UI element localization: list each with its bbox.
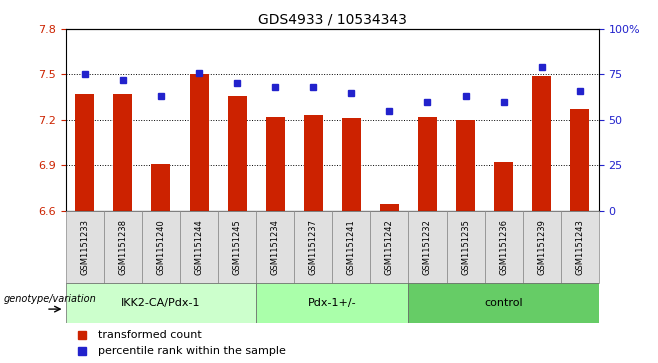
Bar	[418, 117, 437, 211]
Text: control: control	[484, 298, 523, 308]
Bar	[380, 204, 399, 211]
Text: GSM1151233: GSM1151233	[80, 219, 89, 275]
Bar	[561, 211, 599, 283]
Text: GSM1151235: GSM1151235	[461, 219, 470, 275]
Bar	[256, 211, 294, 283]
Bar	[409, 211, 447, 283]
Text: GSM1151232: GSM1151232	[423, 219, 432, 275]
Bar	[304, 115, 323, 211]
Bar	[66, 283, 256, 323]
Text: IKK2-CA/Pdx-1: IKK2-CA/Pdx-1	[121, 298, 201, 308]
Bar	[228, 95, 247, 211]
Bar	[66, 211, 104, 283]
Bar	[142, 211, 180, 283]
Bar	[532, 76, 551, 211]
Text: GSM1151241: GSM1151241	[347, 219, 356, 275]
Text: GSM1151243: GSM1151243	[575, 219, 584, 275]
Title: GDS4933 / 10534343: GDS4933 / 10534343	[258, 12, 407, 26]
Bar	[447, 211, 484, 283]
Text: GSM1151236: GSM1151236	[499, 219, 508, 275]
Text: GSM1151237: GSM1151237	[309, 219, 318, 275]
Bar	[522, 211, 561, 283]
Bar	[342, 118, 361, 211]
Bar	[456, 120, 475, 211]
Bar	[104, 211, 142, 283]
Text: genotype/variation: genotype/variation	[3, 294, 96, 304]
Text: Pdx-1+/-: Pdx-1+/-	[308, 298, 357, 308]
Bar	[218, 211, 256, 283]
Text: GSM1151244: GSM1151244	[195, 219, 203, 275]
Text: GSM1151239: GSM1151239	[537, 219, 546, 275]
Bar	[190, 74, 209, 211]
Text: GSM1151240: GSM1151240	[157, 219, 165, 275]
Text: GSM1151238: GSM1151238	[118, 219, 128, 275]
Text: percentile rank within the sample: percentile rank within the sample	[98, 346, 286, 356]
Bar	[570, 109, 590, 211]
Bar	[256, 283, 409, 323]
Text: GSM1151234: GSM1151234	[270, 219, 280, 275]
Bar	[494, 162, 513, 211]
Bar	[75, 94, 94, 211]
Text: GSM1151242: GSM1151242	[385, 219, 394, 275]
Bar	[294, 211, 332, 283]
Bar	[370, 211, 409, 283]
Bar	[332, 211, 370, 283]
Text: GSM1151245: GSM1151245	[233, 219, 241, 275]
Bar	[409, 283, 599, 323]
Bar	[484, 211, 522, 283]
Bar	[180, 211, 218, 283]
Bar	[113, 94, 132, 211]
Bar	[151, 164, 170, 211]
Bar	[266, 117, 285, 211]
Text: transformed count: transformed count	[98, 330, 201, 340]
